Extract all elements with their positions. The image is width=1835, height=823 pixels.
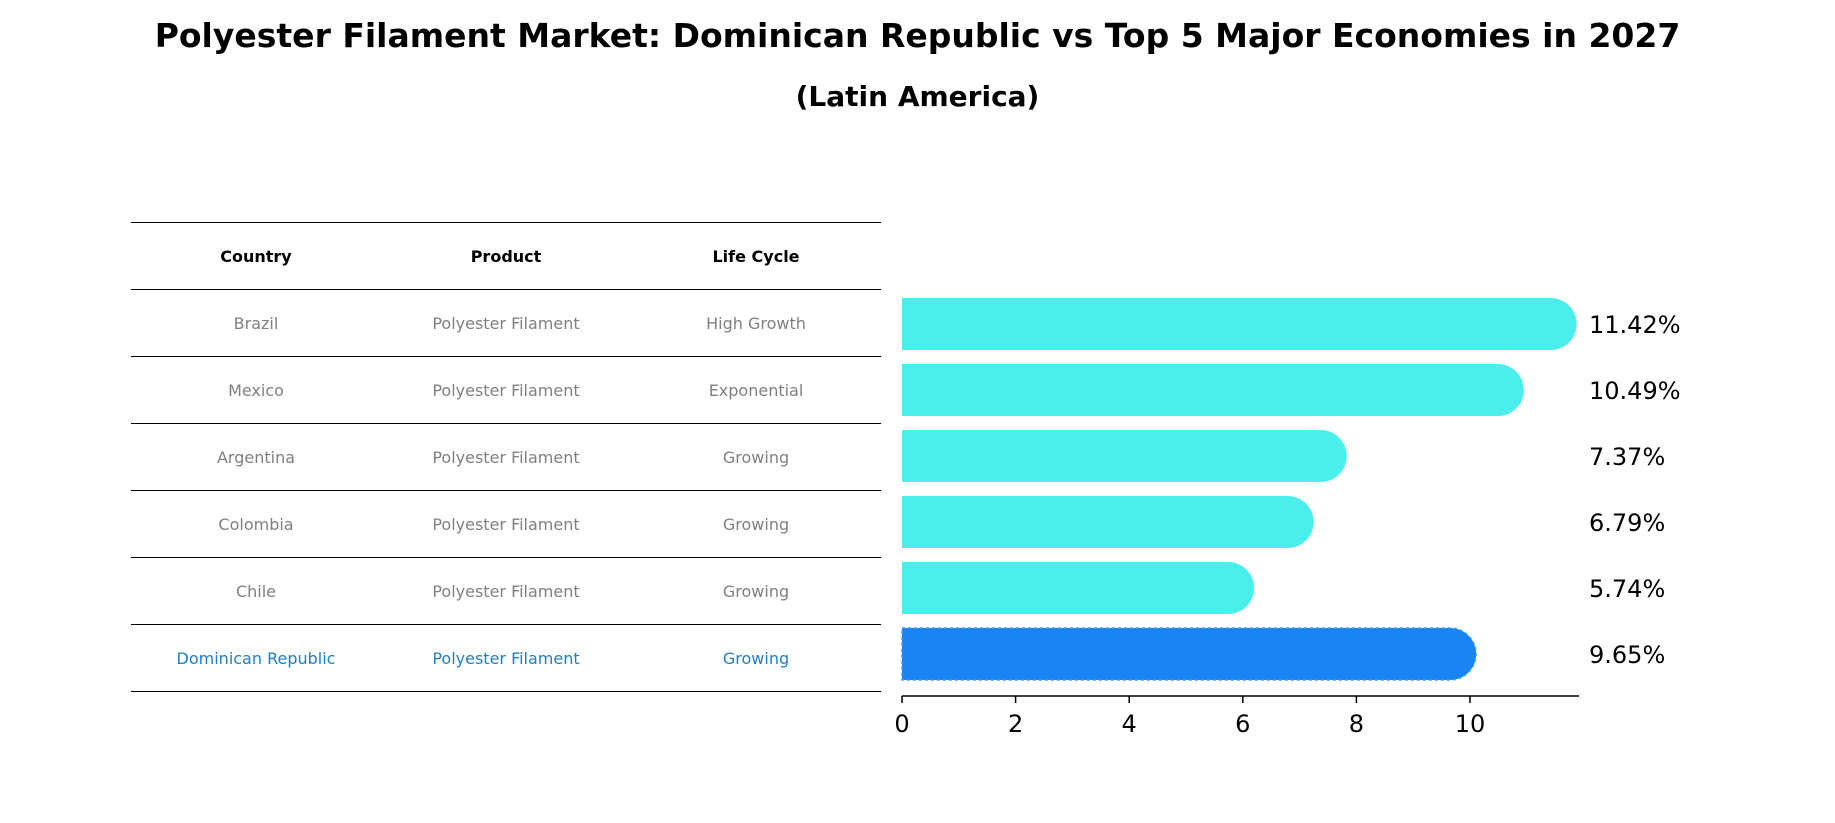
table-row: Mexico Polyester Filament Exponential <box>131 356 881 424</box>
bar-mexico <box>902 364 1524 416</box>
table-row: Brazil Polyester Filament High Growth <box>131 289 881 357</box>
x-tick-label: 8 <box>1349 710 1364 738</box>
cell-country: Chile <box>131 557 381 625</box>
column-header-product: Product <box>381 222 631 290</box>
value-label-chile: 5.74% <box>1589 575 1665 603</box>
cell-life-cycle: Growing <box>631 423 881 491</box>
x-tick-label: 2 <box>1008 710 1023 738</box>
cell-product: Polyester Filament <box>381 356 631 424</box>
cell-life-cycle: Growing <box>631 557 881 625</box>
bar-argentina <box>902 430 1347 482</box>
x-tick-label: 10 <box>1455 710 1486 738</box>
chart-title: Polyester Filament Market: Dominican Rep… <box>154 16 1681 55</box>
cell-product: Polyester Filament <box>381 490 631 558</box>
table-row: Chile Polyester Filament Growing <box>131 557 881 625</box>
table-header-row: Country Product Life Cycle <box>131 222 881 290</box>
value-label-dominican-republic: 9.65% <box>1589 641 1665 669</box>
value-label-colombia: 6.79% <box>1589 509 1665 537</box>
cell-country: Mexico <box>131 356 381 424</box>
cell-life-cycle: High Growth <box>631 289 881 357</box>
table-row: Argentina Polyester Filament Growing <box>131 423 881 491</box>
table-row-highlighted: Dominican Republic Polyester Filament Gr… <box>131 624 881 692</box>
chart-subtitle: (Latin America) <box>795 80 1040 113</box>
cell-product: Polyester Filament <box>381 624 631 692</box>
table-row: Colombia Polyester Filament Growing <box>131 490 881 558</box>
value-label-argentina: 7.37% <box>1589 443 1665 471</box>
column-header-country: Country <box>131 222 381 290</box>
x-tick-label: 4 <box>1122 710 1137 738</box>
cell-life-cycle: Growing <box>631 624 881 692</box>
cell-product: Polyester Filament <box>381 423 631 491</box>
bar-colombia <box>902 496 1314 548</box>
x-tick-label: 0 <box>894 710 909 738</box>
data-table: Country Product Life Cycle Brazil Polyes… <box>131 222 881 692</box>
cell-country: Colombia <box>131 490 381 558</box>
cell-life-cycle: Growing <box>631 490 881 558</box>
bar-dominican-republic <box>901 627 1477 681</box>
cell-product: Polyester Filament <box>381 289 631 357</box>
cell-country: Argentina <box>131 423 381 491</box>
bar-brazil <box>902 298 1577 350</box>
x-tick-label: 6 <box>1235 710 1250 738</box>
column-header-life-cycle: Life Cycle <box>631 222 881 290</box>
value-label-brazil: 11.42% <box>1589 311 1681 339</box>
bar-chile <box>902 562 1255 614</box>
cell-country: Dominican Republic <box>131 624 381 692</box>
cell-country: Brazil <box>131 289 381 357</box>
value-label-mexico: 10.49% <box>1589 377 1681 405</box>
cell-life-cycle: Exponential <box>631 356 881 424</box>
